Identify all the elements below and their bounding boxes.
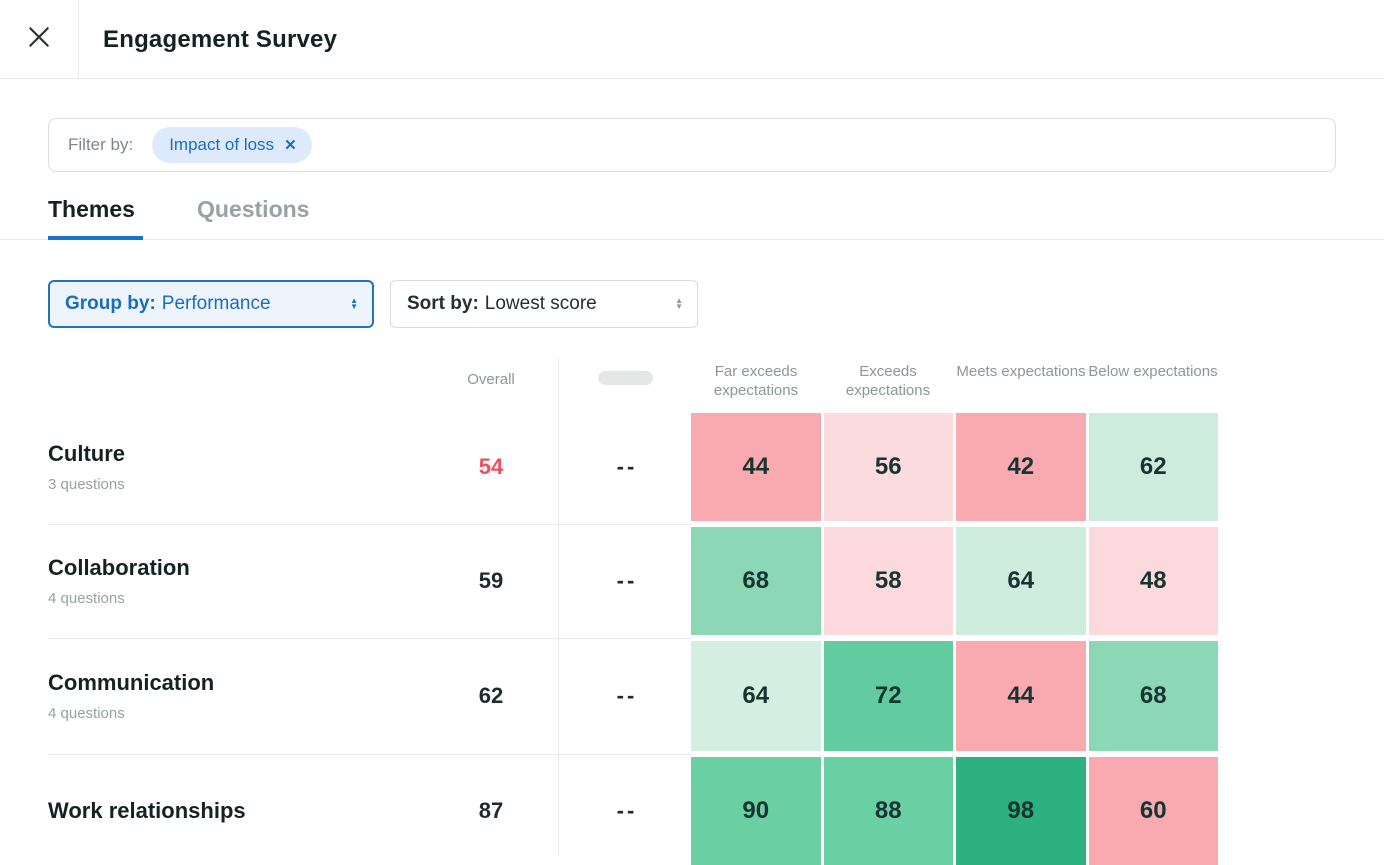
overall-score: 59 bbox=[478, 568, 504, 593]
heatmap-cell[interactable]: 58 bbox=[823, 527, 953, 635]
theme-row-work-relationships[interactable]: Work relationships bbox=[48, 757, 420, 865]
theme-name: Collaboration bbox=[48, 555, 190, 580]
group-by-label: Group by: bbox=[65, 293, 156, 314]
heatmap-row: 68 58 64 48 bbox=[691, 527, 1218, 635]
benchmark-header-skeleton bbox=[598, 371, 653, 385]
column-header-meets: Meets expectations bbox=[956, 363, 1086, 380]
heatmap-row: 64 72 44 68 bbox=[691, 641, 1218, 751]
page-title: Engagement Survey bbox=[103, 25, 338, 53]
heatmap-row: 44 56 42 62 bbox=[691, 413, 1218, 521]
tab-questions[interactable]: Questions bbox=[197, 196, 310, 222]
column-header-overall: Overall bbox=[467, 371, 515, 388]
sort-by-label: Sort by: bbox=[407, 293, 479, 314]
heatmap-cell[interactable]: 62 bbox=[1088, 413, 1218, 521]
theme-row-collaboration[interactable]: Collaboration 4 questions bbox=[48, 527, 420, 635]
filter-chip-impact-of-loss[interactable]: Impact of loss ✕ bbox=[152, 127, 312, 163]
filter-bar: Filter by: Impact of loss ✕ bbox=[48, 118, 1336, 172]
group-by-value: Performance bbox=[161, 293, 271, 314]
theme-question-count: 4 questions bbox=[48, 590, 125, 607]
filter-chip-label: Impact of loss bbox=[169, 135, 275, 154]
heatmap-cell[interactable]: 68 bbox=[1088, 641, 1218, 751]
sort-by-dropdown[interactable]: Sort by: Lowest score ▲ ▼ bbox=[390, 280, 698, 328]
row-separator bbox=[48, 754, 691, 755]
column-header-far-exceeds: Far exceeds expectations bbox=[713, 363, 799, 399]
heatmap-cell[interactable]: 90 bbox=[691, 757, 821, 865]
theme-name: Communication bbox=[48, 670, 215, 695]
header-divider bbox=[78, 0, 79, 79]
heatmap-cell[interactable]: 56 bbox=[823, 413, 953, 521]
sort-by-value: Lowest score bbox=[484, 293, 597, 314]
column-header-below: Below expectations bbox=[1088, 363, 1218, 380]
heatmap-cell[interactable]: 88 bbox=[823, 757, 953, 865]
overall-score: 87 bbox=[478, 798, 504, 823]
heatmap-cell[interactable]: 68 bbox=[691, 527, 821, 635]
overall-score: 62 bbox=[478, 683, 504, 708]
close-icon bbox=[26, 24, 52, 55]
close-button[interactable] bbox=[0, 0, 78, 79]
overall-column-divider bbox=[558, 358, 559, 856]
theme-row-culture[interactable]: Culture 3 questions bbox=[48, 413, 420, 521]
heatmap-cell[interactable]: 42 bbox=[956, 413, 1086, 521]
row-separator bbox=[48, 524, 691, 525]
heatmap-cell[interactable]: 48 bbox=[1088, 527, 1218, 635]
heatmap-cell[interactable]: 64 bbox=[691, 641, 821, 751]
theme-question-count: 3 questions bbox=[48, 476, 125, 493]
group-by-dropdown[interactable]: Group by: Performance ▲ ▼ bbox=[48, 280, 374, 328]
benchmark-value: -- bbox=[616, 568, 638, 593]
theme-name: Culture bbox=[48, 441, 125, 466]
filter-by-label: Filter by: bbox=[68, 135, 134, 154]
theme-row-communication[interactable]: Communication 4 questions bbox=[48, 641, 420, 751]
top-bar: Engagement Survey bbox=[0, 0, 1384, 79]
benchmark-value: -- bbox=[616, 454, 638, 479]
heatmap-cell[interactable]: 44 bbox=[956, 641, 1086, 751]
heatmap-cell[interactable]: 64 bbox=[956, 527, 1086, 635]
heatmap-cell[interactable]: 60 bbox=[1088, 757, 1218, 865]
benchmark-value: -- bbox=[616, 683, 638, 708]
theme-name: Work relationships bbox=[48, 798, 246, 823]
remove-filter-icon[interactable]: ✕ bbox=[284, 136, 297, 154]
tab-bar: Themes Questions bbox=[0, 196, 1384, 240]
column-header-exceeds: Exceeds expectations bbox=[845, 363, 931, 399]
heatmap-cell[interactable]: 98 bbox=[956, 757, 1086, 865]
select-arrows-icon: ▲ ▼ bbox=[675, 296, 683, 311]
benchmark-value: -- bbox=[616, 798, 638, 823]
tab-themes[interactable]: Themes bbox=[48, 196, 143, 240]
theme-question-count: 4 questions bbox=[48, 705, 125, 722]
select-arrows-icon: ▲ ▼ bbox=[350, 296, 358, 311]
row-separator bbox=[48, 638, 691, 639]
heatmap-row: 90 88 98 60 bbox=[691, 757, 1218, 865]
heatmap-cell[interactable]: 72 bbox=[823, 641, 953, 751]
overall-score: 54 bbox=[478, 454, 504, 479]
heatmap-cell[interactable]: 44 bbox=[691, 413, 821, 521]
